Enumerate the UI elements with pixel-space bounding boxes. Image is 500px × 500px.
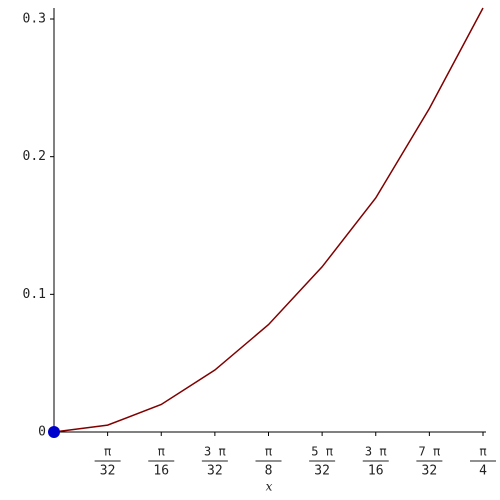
x-tick-denominator: 32 [422, 464, 438, 479]
y-tick-label: 0 [38, 425, 46, 440]
start-point [48, 426, 60, 438]
y-tick-label: 0.3 [23, 12, 46, 27]
x-axis-label: x [266, 480, 273, 494]
y-tick-label: 0.2 [23, 149, 46, 164]
x-tick-denominator: 32 [314, 464, 330, 479]
x-tick-numerator: 5 π [311, 445, 333, 459]
x-tick-numerator: 7 π [419, 445, 441, 459]
x-tick-denominator: 4 [479, 464, 487, 479]
x-tick-denominator: 16 [153, 464, 169, 479]
x-tick-denominator: 32 [207, 464, 223, 479]
x-tick-denominator: 16 [368, 464, 384, 479]
x-tick-denominator: 8 [265, 464, 273, 479]
x-tick-numerator: π [158, 445, 165, 459]
x-tick-numerator: 3 π [365, 445, 387, 459]
x-tick-numerator: π [265, 445, 272, 459]
x-tick-numerator: 3 π [204, 445, 226, 459]
x-tick-numerator: π [104, 445, 111, 459]
x-tick-numerator: π [479, 445, 486, 459]
x-tick-denominator: 32 [100, 464, 116, 479]
y-tick-label: 0.1 [23, 287, 46, 302]
curve [53, 7, 484, 433]
